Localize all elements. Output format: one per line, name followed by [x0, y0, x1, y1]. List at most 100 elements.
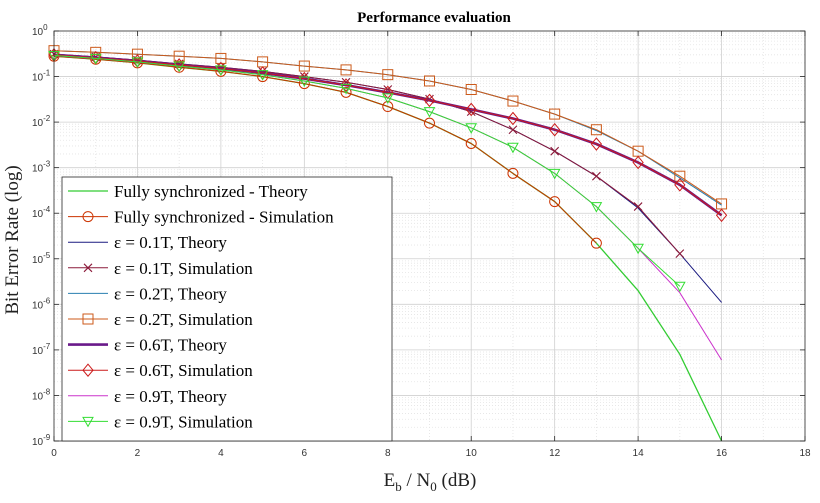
series-8: [48, 48, 728, 223]
x-tick-label: 16: [716, 448, 728, 459]
y-tick-label: 10-3: [32, 160, 51, 175]
series-line-2: [53, 55, 597, 244]
data-point-10: [632, 243, 644, 255]
x-tick-label: 6: [302, 448, 308, 459]
data-point-8: [507, 111, 519, 126]
series-line-8: [53, 54, 722, 216]
legend-label: ε = 0.9T, Theory: [114, 387, 227, 406]
y-axis-label: Bit Error Rate (log): [2, 165, 23, 314]
legend-entry-2: Fully synchronized - Simulation: [68, 208, 334, 227]
legend-entry-10: ε = 0.9T, Simulation: [68, 412, 253, 431]
data-point-8: [715, 208, 728, 223]
data-point-10: [215, 65, 227, 76]
legend-entry-4: ε = 0.1T, Simulation: [68, 259, 253, 278]
data-point-10: [673, 281, 686, 293]
data-point-10: [548, 168, 561, 180]
legend-label: ε = 0.6T, Simulation: [114, 361, 253, 380]
legend-entry-9: ε = 0.9T, Theory: [68, 387, 227, 406]
legend-swatch-marker: [82, 363, 94, 377]
series-6: [48, 45, 728, 210]
legend-box: [61, 176, 393, 442]
data-point-10: [465, 123, 478, 134]
data-point-8: [340, 78, 352, 92]
data-point-6: [340, 64, 352, 76]
legend-entry-8: ε = 0.6T, Simulation: [68, 361, 253, 380]
data-point-6: [465, 83, 477, 95]
legend-swatch-marker: [82, 313, 94, 325]
axes-box: [53, 30, 806, 442]
y-tick-label: 10-8: [32, 387, 51, 402]
data-point-6: [674, 170, 686, 182]
x-tick-label: 8: [385, 448, 391, 459]
data-point-6: [507, 95, 519, 107]
data-point-8: [423, 93, 436, 108]
data-point-4: [550, 146, 560, 156]
y-tick-label: 10-4: [32, 205, 51, 220]
y-tick-label: 10-7: [32, 342, 51, 357]
data-point-2: [549, 196, 561, 208]
legend-swatch-marker: [82, 416, 94, 428]
series-line-6: [53, 50, 722, 205]
series-layer: [48, 45, 728, 442]
data-point-6: [382, 69, 394, 81]
data-point-2: [590, 237, 602, 249]
legend: Fully synchronized - Theory Fully synchro…: [61, 176, 393, 442]
series-line-10: [53, 55, 681, 287]
x-tick-label: 12: [549, 448, 561, 459]
x-tick-label: 2: [135, 448, 141, 459]
chart-title: Performance evaluation: [357, 10, 511, 26]
legend-swatch-marker: [83, 263, 93, 273]
data-point-6: [549, 108, 561, 120]
data-point-10: [298, 76, 311, 87]
data-point-6: [215, 52, 227, 64]
legend-label: ε = 0.6T, Theory: [114, 336, 227, 355]
data-point-2: [382, 101, 394, 113]
y-tick-label: 10-6: [32, 296, 51, 311]
legend-label: ε = 0.2T, Simulation: [114, 310, 253, 329]
y-tick-label: 10-2: [32, 114, 51, 129]
series-2: [48, 50, 602, 249]
legend-entry-3: ε = 0.1T, Theory: [68, 233, 227, 252]
legend-label: ε = 0.1T, Simulation: [114, 259, 253, 278]
data-point-6: [131, 48, 143, 60]
data-point-2: [424, 117, 435, 129]
y-tick-label: 10-9: [32, 433, 51, 448]
data-point-10: [590, 202, 603, 213]
data-point-4: [675, 249, 685, 258]
y-tick-label: 10-1: [32, 69, 51, 84]
data-point-10: [507, 142, 519, 154]
y-tick-label: 10-5: [32, 251, 51, 266]
data-point-2: [340, 86, 352, 98]
data-point-10: [381, 93, 394, 104]
x-tick-label: 10: [466, 448, 478, 459]
x-tick-label: 0: [51, 448, 57, 459]
data-point-2: [465, 137, 477, 149]
data-point-10: [89, 53, 102, 65]
data-point-8: [465, 102, 477, 117]
y-tick-label: 100: [32, 23, 48, 38]
legend-entry-6: ε = 0.2T, Simulation: [68, 310, 253, 329]
data-point-8: [549, 122, 561, 137]
data-point-10: [173, 61, 186, 73]
legend-label: ε = 0.1T, Theory: [114, 233, 227, 252]
series-10: [48, 50, 686, 293]
x-tick-label: 4: [218, 448, 224, 459]
axes: 0 2 4 6 8 10 12 14 16 18 100 10-1 10-2 10-3 10-4 10-5 10…: [32, 23, 811, 459]
data-point-10: [340, 83, 352, 95]
data-point-10: [256, 70, 269, 81]
data-point-2: [507, 167, 519, 179]
data-point-10: [131, 57, 144, 68]
data-point-6: [298, 60, 310, 72]
data-point-4: [508, 125, 518, 135]
legend-label: ε = 0.9T, Simulation: [114, 412, 253, 431]
x-tick-label: 18: [799, 448, 811, 459]
legend-label: ε = 0.2T, Theory: [114, 284, 227, 303]
legend-entry-7: ε = 0.6T, Theory: [68, 336, 227, 355]
legend-swatch-marker: [82, 211, 94, 223]
legend-label: Fully synchronized - Simulation: [114, 208, 334, 227]
data-point-4: [633, 202, 643, 211]
legend-label: Fully synchronized - Theory: [114, 182, 308, 201]
data-point-6: [590, 124, 602, 136]
data-point-10: [423, 107, 436, 118]
